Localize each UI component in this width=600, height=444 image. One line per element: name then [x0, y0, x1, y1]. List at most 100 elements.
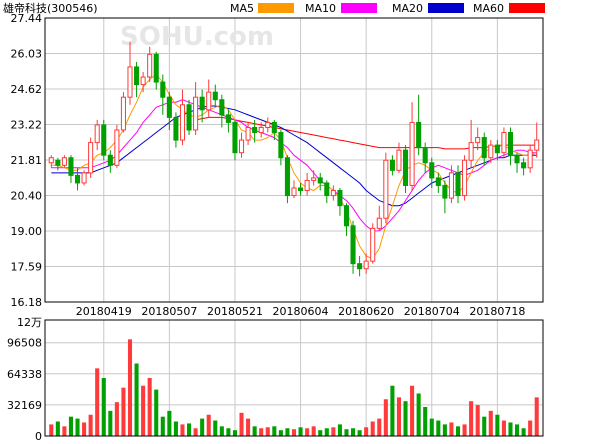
- candle-body-down: [160, 81, 166, 98]
- volume-bar: [187, 423, 192, 436]
- candle-body-up: [468, 142, 474, 161]
- volume-bar: [305, 428, 310, 436]
- watermark: SOHU.com: [120, 22, 274, 52]
- candle-body-up: [383, 159, 389, 219]
- volume-bar: [469, 401, 474, 436]
- volume-bar: [95, 368, 100, 436]
- candle: [284, 155, 290, 204]
- candle-body-up: [488, 144, 494, 159]
- volume-bar: [501, 420, 506, 436]
- candle-body-down: [422, 147, 428, 164]
- volume-bar: [193, 428, 198, 436]
- candle: [304, 172, 310, 196]
- candle-body-up: [206, 91, 212, 111]
- candle-body-down: [68, 157, 74, 176]
- candle-body-up: [462, 159, 468, 197]
- legend-swatch-ma10: [341, 3, 377, 13]
- volume-bar: [232, 430, 237, 436]
- volume-bar: [521, 428, 526, 436]
- candle: [448, 165, 454, 204]
- legend-label-ma5: MA5: [230, 2, 254, 15]
- volume-bar: [462, 424, 467, 436]
- candle: [311, 170, 317, 186]
- volume-bar: [331, 427, 336, 436]
- candle-body-down: [173, 116, 179, 141]
- candle: [507, 127, 514, 166]
- candle: [501, 127, 507, 158]
- legend-swatch-ma60: [509, 3, 545, 13]
- price-tick-label: 26.03: [11, 48, 43, 61]
- candle-body-down: [455, 172, 461, 197]
- volume-bar: [442, 424, 447, 436]
- candle: [173, 112, 179, 148]
- volume-bar: [127, 339, 133, 436]
- volume-bar: [495, 414, 500, 436]
- ma10-line: [51, 99, 537, 232]
- candle: [534, 122, 540, 158]
- candle: [258, 122, 264, 138]
- candle-body-up: [88, 142, 94, 174]
- candle-body-up: [501, 132, 507, 154]
- candle-body-down: [317, 177, 323, 184]
- candle: [324, 180, 330, 204]
- volume-bar: [82, 422, 87, 436]
- volume-bar: [390, 385, 395, 436]
- volume-bar: [285, 428, 290, 436]
- volume-bar: [173, 421, 178, 436]
- candle: [114, 124, 120, 168]
- candle: [376, 205, 382, 231]
- candle: [101, 119, 107, 161]
- candle-body-down: [153, 53, 159, 83]
- candle-body-up: [140, 76, 146, 86]
- candle-body-down: [429, 162, 435, 179]
- candle: [94, 119, 100, 151]
- volume-bar: [475, 405, 480, 436]
- candle-body-up: [534, 139, 540, 151]
- candle-body-up: [94, 124, 100, 144]
- price-panel-frame: [44, 17, 544, 303]
- candle: [350, 220, 356, 274]
- price-tick-label: 20.40: [11, 190, 43, 203]
- candle: [396, 142, 402, 173]
- candle: [298, 182, 304, 196]
- date-tick-label: 20180507: [141, 305, 197, 318]
- volume-bar: [403, 401, 408, 436]
- candle-body-down: [350, 225, 356, 265]
- candle: [232, 119, 238, 161]
- volume-bar: [515, 424, 520, 436]
- candle: [435, 172, 441, 194]
- candle-body-down: [435, 177, 441, 186]
- candle-body-up: [238, 139, 245, 154]
- candle-body-down: [232, 121, 238, 154]
- candle-body-up: [179, 104, 186, 141]
- candle-body-down: [166, 96, 172, 118]
- candle-body-down: [389, 159, 395, 171]
- candle: [252, 119, 258, 143]
- volume-bar: [423, 407, 428, 436]
- axis-labels: 27.44 26.03 24.62 23.22 21.81 20.40 19.00 17.59…: [7, 12, 525, 443]
- volume-tick-label: 0: [35, 430, 42, 440]
- candle-body-down: [337, 190, 343, 207]
- candle: [140, 71, 146, 93]
- volume-bar: [337, 424, 342, 436]
- date-tick-label: 20180718: [469, 305, 525, 318]
- candle: [127, 41, 133, 105]
- candle: [383, 152, 389, 224]
- candle: [225, 109, 231, 133]
- candle-body-up: [291, 187, 297, 197]
- volume-bar: [101, 378, 106, 436]
- candle-body-down: [134, 66, 140, 86]
- candle: [494, 140, 500, 161]
- candle-body-down: [186, 104, 192, 131]
- candle-body-down: [271, 121, 277, 134]
- candle: [343, 203, 350, 236]
- candle-body-up: [311, 177, 317, 181]
- candle-body-down: [507, 132, 514, 156]
- volume-tick-label: 32169: [7, 399, 42, 412]
- candle-body-down: [481, 137, 487, 159]
- price-tick-label: 24.62: [11, 83, 43, 96]
- volume-bar: [167, 410, 172, 436]
